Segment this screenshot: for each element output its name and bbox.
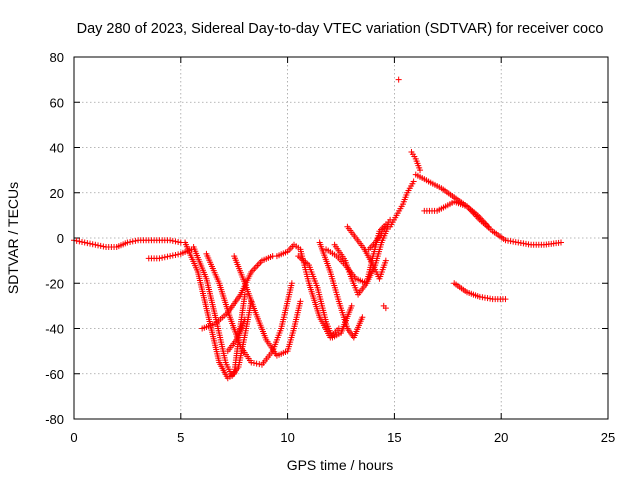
data-point-early-flat xyxy=(100,243,107,250)
data-point-early-flat xyxy=(172,238,179,245)
data-point-descent-side xyxy=(485,223,492,230)
data-point-secondary-flat xyxy=(164,253,171,260)
data-point-early-flat xyxy=(175,238,182,245)
y-tick-label: 60 xyxy=(50,95,64,110)
y-tick-label: 0 xyxy=(57,231,64,246)
data-point-early-flat xyxy=(89,241,96,248)
data-point-arc-c xyxy=(250,360,257,367)
data-point-early-flat xyxy=(132,237,139,244)
data-point-arc-l xyxy=(382,257,389,264)
data-point-early-flat xyxy=(127,238,134,245)
data-point-arc-c xyxy=(253,360,260,367)
data-point-outlier-top xyxy=(395,76,402,83)
y-axis-label: SDTVAR / TECUs xyxy=(5,182,21,294)
chart-title: Day 280 of 2023, Sidereal Day-to-day VTE… xyxy=(77,21,604,37)
data-point-arc-h xyxy=(348,302,355,309)
plot-frame xyxy=(73,56,609,420)
data-point-arc-c xyxy=(256,361,263,368)
data-point-arc-c xyxy=(248,359,255,366)
y-tick-label: 80 xyxy=(50,50,64,65)
data-points xyxy=(71,76,565,382)
data-point-post-peak xyxy=(417,167,424,174)
data-point-early-flat xyxy=(76,238,83,245)
y-tick-label: -60 xyxy=(45,367,64,382)
data-point-descent-main xyxy=(558,239,565,246)
y-tick-label: -20 xyxy=(45,276,64,291)
y-tick-label: 20 xyxy=(50,186,64,201)
data-point-arc-i xyxy=(359,314,366,321)
x-tick-label: 5 xyxy=(177,430,184,445)
data-point-early-flat xyxy=(169,237,176,244)
data-point-early-flat xyxy=(95,242,102,249)
data-point-early-flat xyxy=(92,241,99,248)
data-point-low-band xyxy=(502,296,509,303)
y-tick-label: -80 xyxy=(45,412,64,427)
data-point-early-flat xyxy=(73,237,80,244)
x-tick-label: 0 xyxy=(70,430,77,445)
data-point-secondary-flat xyxy=(156,255,163,262)
data-point-early-flat xyxy=(87,240,94,247)
x-tick-label: 20 xyxy=(494,430,508,445)
data-point-early-flat xyxy=(129,238,136,245)
data-point-arc-c xyxy=(288,280,295,287)
data-point-secondary-flat xyxy=(172,251,179,258)
x-tick-label: 25 xyxy=(601,430,615,445)
data-point-early-flat xyxy=(81,239,88,246)
data-point-secondary-flat xyxy=(159,254,166,261)
data-point-arc-f xyxy=(241,316,248,323)
data-point-low-points xyxy=(382,305,389,312)
y-tick-label: -40 xyxy=(45,322,64,337)
data-point-early-flat xyxy=(167,237,174,244)
data-point-rise-dots xyxy=(410,178,417,185)
data-point-early-flat xyxy=(97,242,104,249)
data-point-secondary-flat xyxy=(167,253,174,260)
x-axis-label: GPS time / hours xyxy=(287,457,394,473)
data-point-secondary-flat xyxy=(175,251,182,258)
data-point-secondary-flat xyxy=(161,254,168,261)
y-tick-label: 40 xyxy=(50,141,64,156)
data-point-arc-d xyxy=(297,298,304,305)
x-tick-label: 10 xyxy=(280,430,294,445)
grid xyxy=(74,57,608,419)
axis-ticks: 0 5 10 15 20 25 -80 -60 -40 -20 0 20 40 60 80 xyxy=(45,50,615,445)
data-point-early-flat xyxy=(124,239,131,246)
x-tick-label: 15 xyxy=(387,430,401,445)
data-point-early-flat xyxy=(84,240,91,247)
data-point-secondary-flat xyxy=(169,252,176,259)
data-point-early-flat xyxy=(79,238,86,245)
